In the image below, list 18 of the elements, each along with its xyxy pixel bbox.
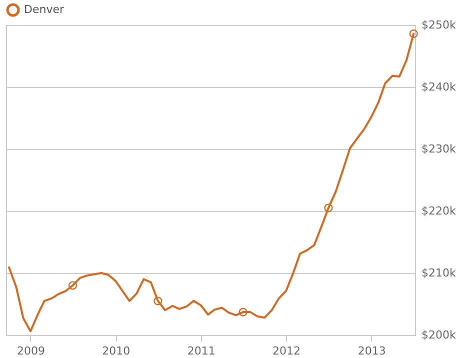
point	[68, 281, 78, 290]
point	[238, 308, 248, 316]
x-tick-label: 2012	[272, 344, 300, 358]
x-tick-label: 2010	[102, 344, 130, 358]
y-tick-label: $220k	[422, 204, 456, 218]
x-tick-label: 2009	[17, 344, 45, 358]
x-tick-label: 2013	[358, 344, 386, 358]
point	[324, 204, 333, 212]
y-tick-label: $240k	[422, 80, 456, 94]
x-tick-label: 2011	[187, 344, 216, 358]
y-tick-label: $210k	[422, 266, 456, 280]
y-tick-label: $250k	[422, 18, 456, 32]
point	[154, 296, 162, 306]
line-series	[8, 32, 415, 332]
legend-label: Denver	[24, 3, 64, 16]
y-tick-label: $230k	[422, 142, 456, 156]
point	[409, 29, 418, 38]
y-tick-label: $200k	[422, 328, 456, 342]
